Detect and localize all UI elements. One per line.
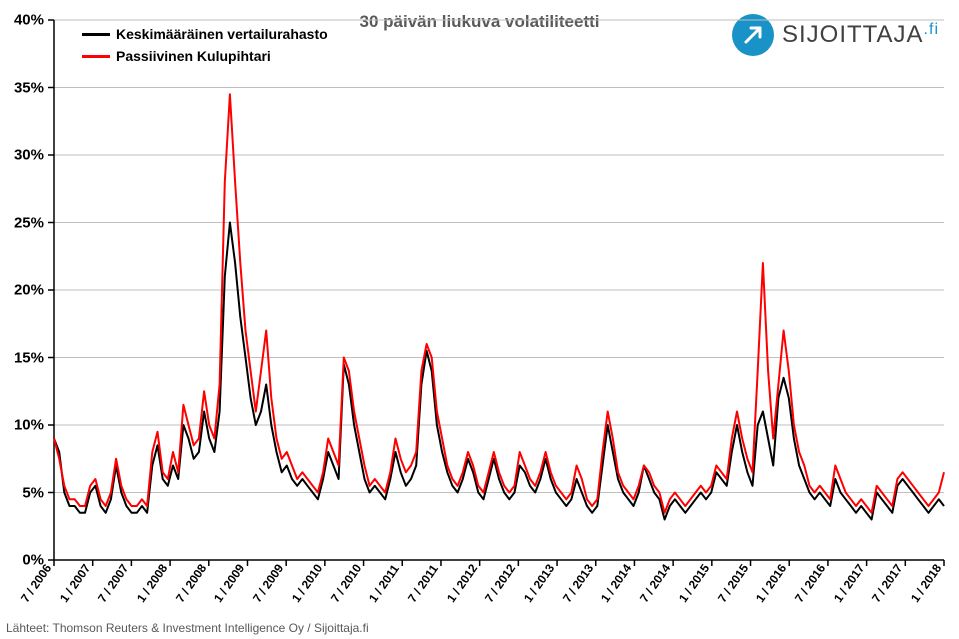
x-tick-label: 1 / 2018 [908,561,944,605]
x-tick-label: 7 / 2009 [250,561,286,605]
x-tick-label: 1 / 2008 [134,561,170,605]
x-tick-label: 7 / 2010 [328,561,364,605]
x-tick-label: 1 / 2009 [211,561,247,605]
x-tick-label: 1 / 2010 [289,561,325,605]
x-tick-label: 7 / 2014 [637,561,673,605]
x-tick-label: 7 / 2011 [405,562,441,605]
x-tick-label: 7 / 2015 [715,561,751,605]
x-tick-label: 7 / 2016 [792,561,828,605]
x-tick-label: 7 / 2008 [173,561,209,605]
x-axis: 7 / 20061 / 20077 / 20071 / 20087 / 2008… [54,559,944,619]
x-tick-label: 1 / 2014 [598,561,634,605]
x-tick-label: 1 / 2007 [57,561,93,605]
x-tick-label: 1 / 2017 [831,561,867,605]
x-tick-label: 7 / 2012 [482,561,518,605]
x-tick-label: 1 / 2013 [521,561,557,605]
x-tick-label: 7 / 2013 [560,561,596,605]
volatility-chart: 30 päivän liukuva volatiliteetti Keskimä… [0,0,959,639]
x-tick-label: 7 / 2017 [869,561,905,605]
x-tick-label: 1 / 2011 [366,562,402,605]
x-tick-label: 7 / 2007 [95,561,131,605]
x-tick-label: 1 / 2012 [444,561,480,605]
source-attribution: Lähteet: Thomson Reuters & Investment In… [6,621,369,635]
x-tick-label: 1 / 2015 [676,561,712,605]
plot-area [0,0,959,639]
x-tick-label: 1 / 2016 [753,561,789,605]
